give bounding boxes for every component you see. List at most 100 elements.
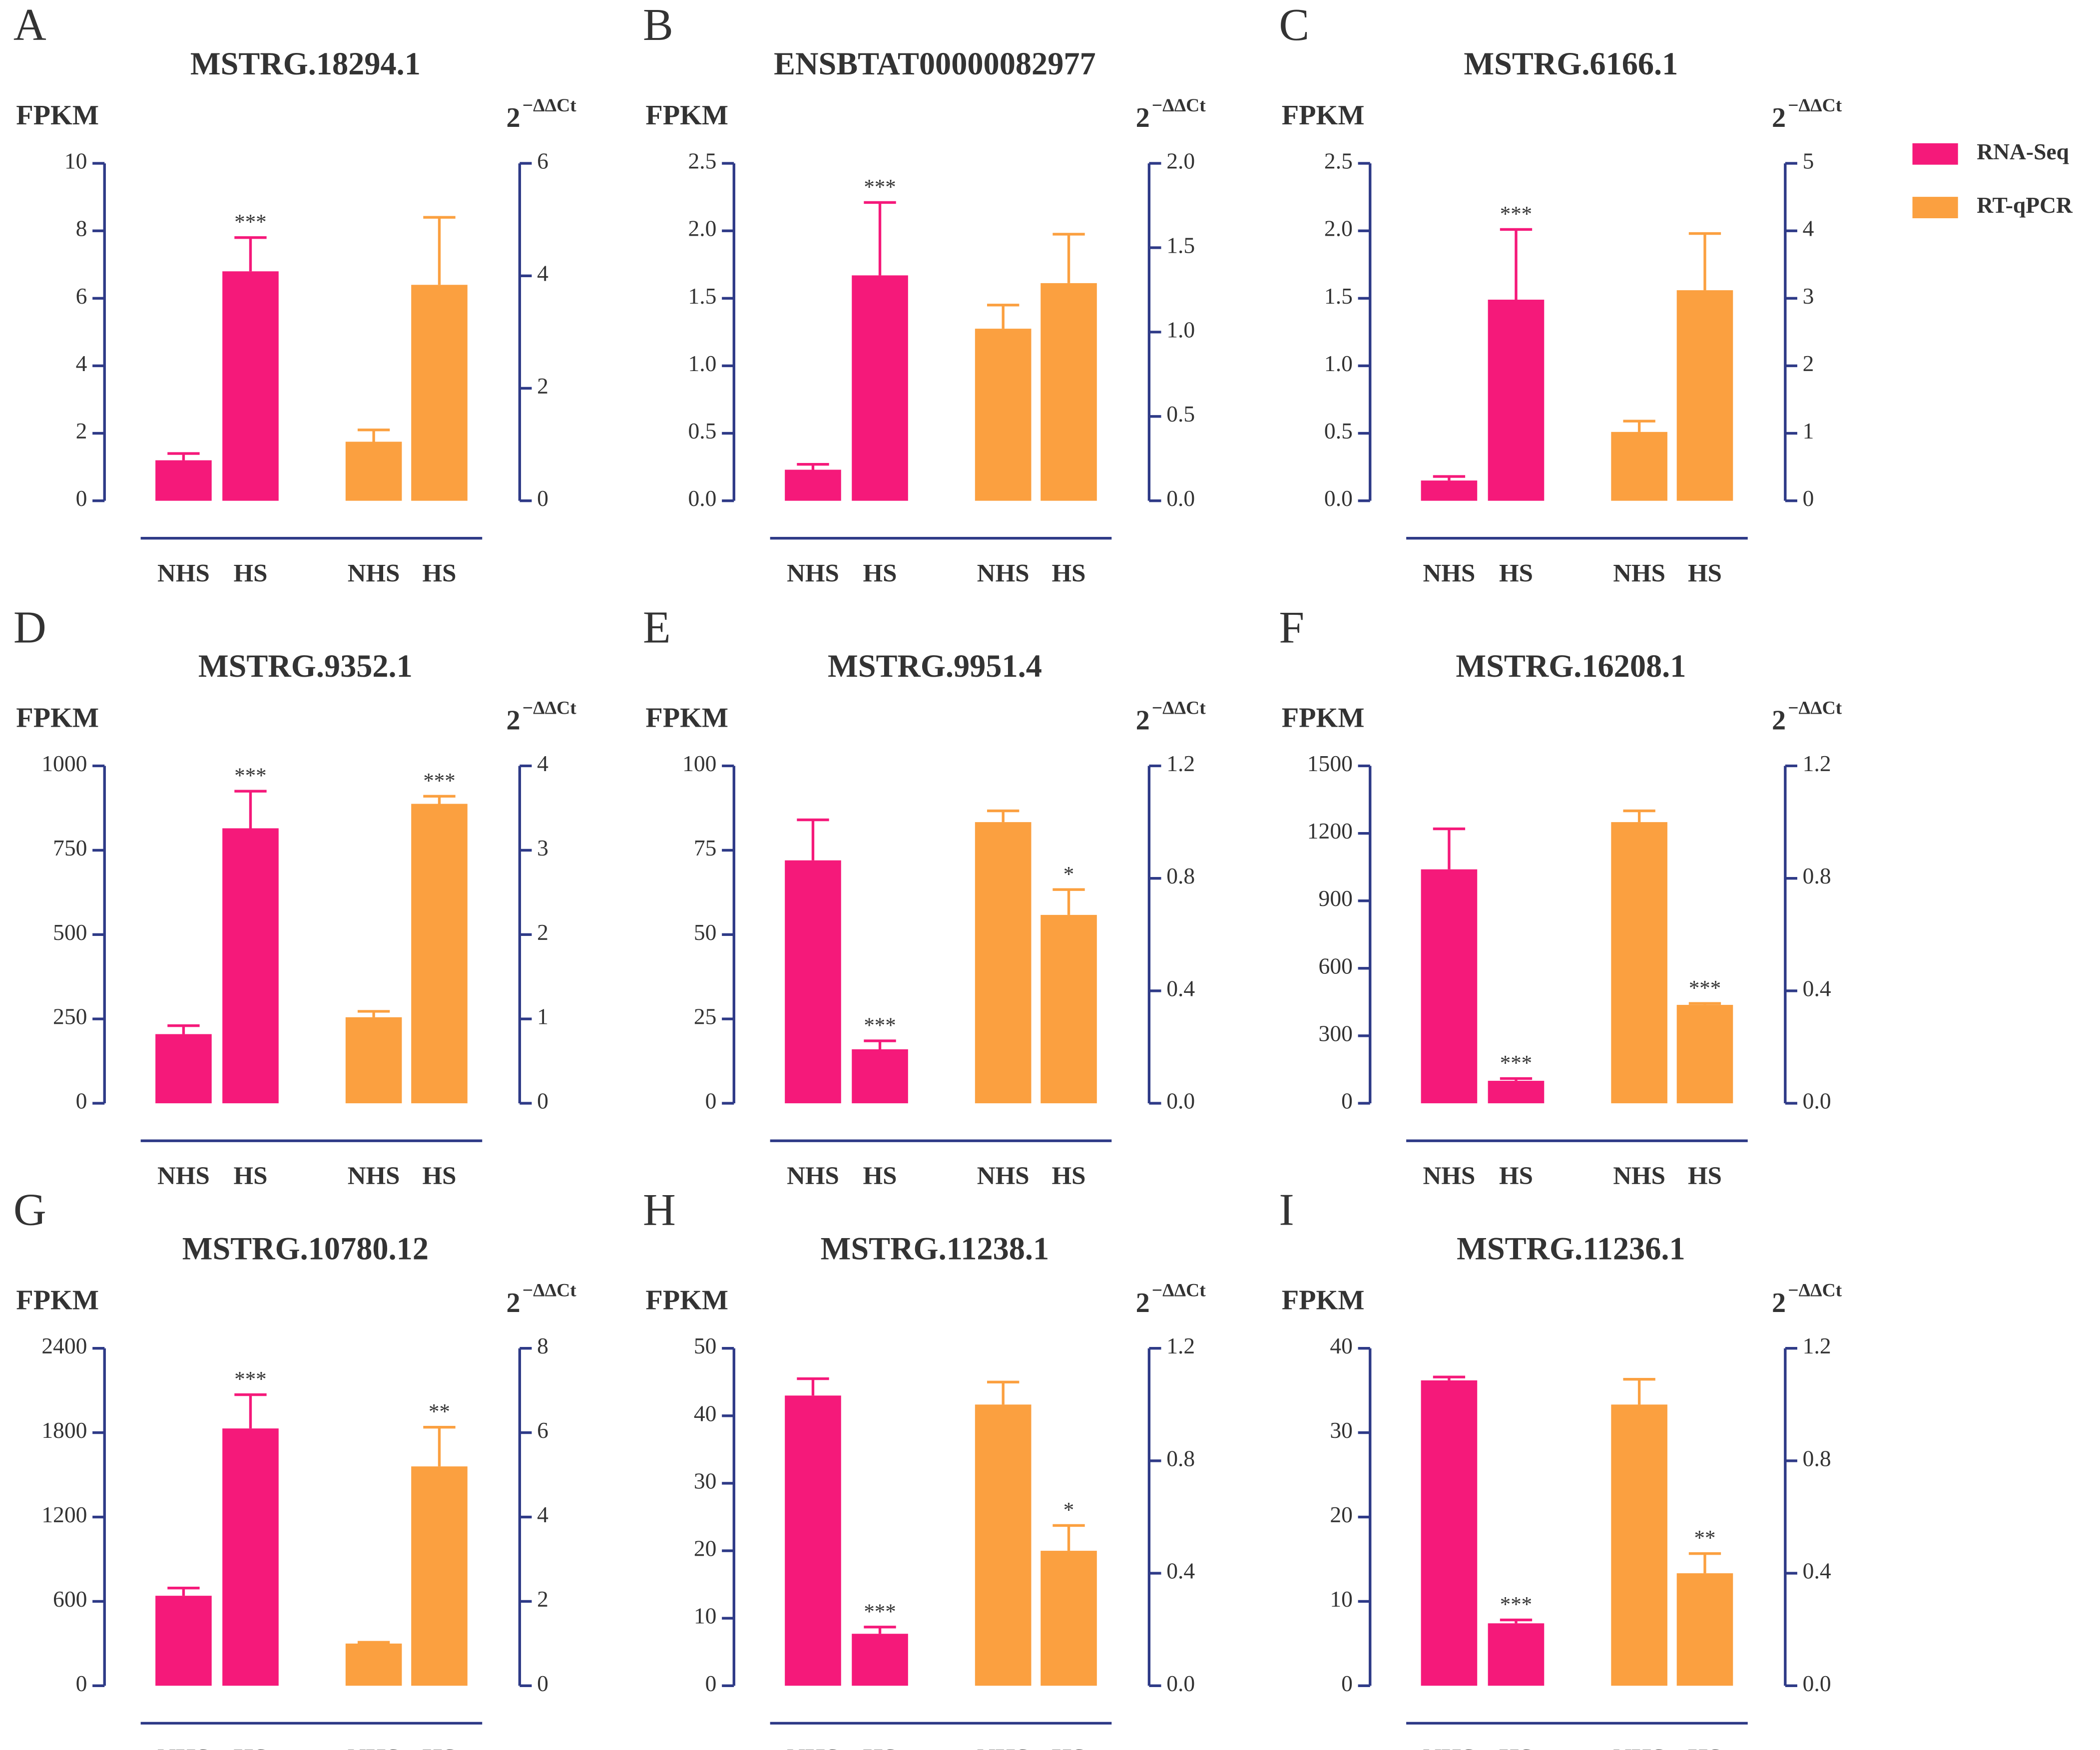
tick-label: 1000 bbox=[41, 751, 87, 776]
tick-label: 8 bbox=[537, 1333, 548, 1358]
error-bar bbox=[1433, 827, 1466, 870]
tick-label: 0.5 bbox=[688, 418, 716, 443]
error-bar bbox=[987, 304, 1020, 329]
chart-title: ENSBTAT00000082977 bbox=[774, 46, 1096, 81]
chart-title: MSTRG.16208.1 bbox=[1456, 648, 1686, 684]
chart-title: MSTRG.9352.1 bbox=[198, 648, 413, 684]
significance-label: *** bbox=[1500, 1593, 1532, 1617]
tick-label: 4 bbox=[1803, 216, 1814, 241]
bar bbox=[222, 1428, 279, 1686]
tick-label: 4 bbox=[537, 261, 548, 286]
tick-label: 1.5 bbox=[688, 283, 716, 309]
y2-axis-label: 2 bbox=[1772, 102, 1786, 133]
bar bbox=[1421, 869, 1478, 1104]
tick-label: 0 bbox=[705, 1671, 717, 1696]
x-tick-label: NHS bbox=[1423, 1745, 1476, 1750]
y2-axis-label: 2 bbox=[1136, 102, 1150, 133]
tick-label: 2.0 bbox=[1166, 148, 1195, 174]
significance-label: *** bbox=[864, 175, 896, 199]
bar bbox=[411, 1466, 468, 1686]
chart-title: MSTRG.6166.1 bbox=[1464, 46, 1678, 81]
tick-label: 2 bbox=[537, 919, 548, 945]
tick-label: 10 bbox=[1330, 1586, 1353, 1612]
tick-label: 1800 bbox=[41, 1417, 87, 1443]
bar bbox=[155, 1034, 212, 1104]
significance-label: *** bbox=[423, 769, 455, 793]
legend-swatch bbox=[1912, 197, 1958, 218]
error-bar bbox=[864, 1039, 896, 1050]
tick-label: 0.4 bbox=[1803, 975, 1831, 1001]
error-bar bbox=[167, 452, 200, 460]
y-axis-label: FPKM bbox=[1282, 1285, 1365, 1315]
tick-label: 2.0 bbox=[1324, 216, 1353, 241]
tick-label: 0.8 bbox=[1803, 1445, 1831, 1471]
tick-label: 300 bbox=[1319, 1020, 1353, 1046]
tick-label: 0.0 bbox=[1324, 485, 1353, 511]
bar bbox=[1421, 1380, 1478, 1686]
bar bbox=[852, 1634, 908, 1686]
tick-label: 0 bbox=[1803, 485, 1814, 511]
x-tick-label: HS bbox=[863, 559, 897, 587]
error-bar bbox=[1623, 420, 1655, 432]
tick-label: 0.8 bbox=[1166, 863, 1195, 888]
bar bbox=[852, 275, 908, 501]
tick-label: 2400 bbox=[41, 1333, 87, 1358]
error-bar bbox=[1688, 1002, 1721, 1005]
y2-axis-label: 2 bbox=[507, 1288, 521, 1318]
x-tick-label: HS bbox=[234, 1162, 268, 1190]
tick-label: 5 bbox=[1803, 148, 1814, 174]
panel-letter: A bbox=[13, 0, 46, 50]
tick-label: 25 bbox=[694, 1004, 717, 1029]
tick-label: 20 bbox=[694, 1536, 717, 1561]
error-bar bbox=[1623, 1377, 1655, 1405]
x-tick-label: HS bbox=[1499, 559, 1533, 587]
bar bbox=[1676, 1573, 1733, 1686]
tick-label: 1 bbox=[1803, 418, 1814, 443]
tick-label: 3 bbox=[1803, 283, 1814, 309]
tick-label: 0.4 bbox=[1803, 1558, 1831, 1584]
tick-label: 40 bbox=[694, 1400, 717, 1426]
y-axis-label: FPKM bbox=[645, 100, 728, 131]
tick-label: 0.5 bbox=[1166, 401, 1195, 427]
error-bar bbox=[1688, 232, 1721, 291]
y2-axis-label: 2 bbox=[1136, 705, 1150, 736]
error-bar bbox=[1623, 809, 1655, 823]
tick-label: 20 bbox=[1330, 1502, 1353, 1527]
error-bar bbox=[1500, 1077, 1533, 1081]
error-bar bbox=[1433, 475, 1466, 481]
x-tick-label: HS bbox=[423, 559, 457, 587]
y2-axis-label-sup: −ΔΔCt bbox=[1788, 1281, 1842, 1301]
panel: I MSTRG.11236.1 FPKM 2 −ΔΔCt 0 10 20 30 40 0.0 0.4 0… bbox=[1279, 1185, 1842, 1750]
bar bbox=[1488, 300, 1545, 501]
panel-letter: G bbox=[13, 1185, 46, 1235]
y-axis-label: FPKM bbox=[16, 702, 99, 733]
x-tick-label: NHS bbox=[1613, 1162, 1665, 1190]
bar bbox=[975, 1404, 1032, 1686]
error-bar bbox=[987, 809, 1020, 823]
x-tick-label: NHS bbox=[787, 1745, 839, 1750]
tick-label: 1.2 bbox=[1166, 751, 1195, 776]
bar bbox=[785, 1395, 841, 1686]
tick-label: 0 bbox=[537, 1088, 548, 1114]
tick-label: 250 bbox=[53, 1004, 87, 1029]
error-bar bbox=[234, 790, 267, 829]
tick-label: 2.5 bbox=[688, 148, 716, 174]
x-tick-label: HS bbox=[1499, 1162, 1533, 1190]
bar bbox=[1041, 1551, 1097, 1686]
tick-label: 1.5 bbox=[1324, 283, 1353, 309]
y2-axis-label-sup: −ΔΔCt bbox=[523, 698, 577, 719]
y-axis-label: FPKM bbox=[16, 1285, 99, 1315]
x-tick-label: NHS bbox=[157, 559, 210, 587]
tick-label: 1.5 bbox=[1166, 232, 1195, 258]
tick-label: 1.0 bbox=[1324, 351, 1353, 376]
bar bbox=[1611, 822, 1667, 1104]
x-tick-label: HS bbox=[234, 1745, 268, 1750]
error-bar bbox=[1500, 1618, 1533, 1624]
x-tick-label: HS bbox=[234, 559, 268, 587]
y-axis-label: FPKM bbox=[1282, 702, 1365, 733]
error-bar bbox=[357, 1010, 390, 1017]
x-tick-label: NHS bbox=[157, 1162, 210, 1190]
error-bar bbox=[234, 1393, 267, 1429]
